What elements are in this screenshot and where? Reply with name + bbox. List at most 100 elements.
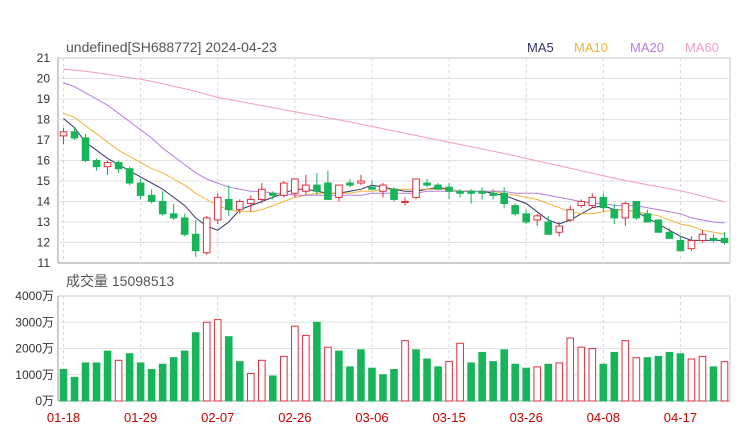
candle: [467, 189, 475, 204]
candle: [489, 189, 497, 200]
volume-bar: [423, 358, 431, 402]
candle-body: [698, 233, 707, 241]
candle: [423, 178, 431, 188]
candle-body: [643, 213, 652, 223]
candle-body: [533, 215, 542, 221]
volume-bar: [258, 359, 266, 402]
candle-body: [709, 237, 718, 241]
candle: [202, 215, 211, 255]
candle: [114, 160, 123, 173]
candle-body: [103, 162, 112, 168]
candle-body: [191, 233, 200, 252]
volume-bar: [566, 337, 575, 402]
candle: [291, 178, 299, 198]
candle-body: [92, 160, 101, 168]
candle: [92, 158, 101, 171]
candle-body: [291, 178, 299, 194]
candle-body: [478, 190, 486, 194]
candle-body: [720, 237, 729, 243]
volume-bar: [224, 336, 233, 402]
candle: [180, 213, 189, 237]
candle-body: [357, 180, 365, 184]
volume-bar: [456, 342, 464, 402]
candle-body: [246, 198, 255, 205]
volume-bar: [720, 361, 729, 402]
candle-body: [313, 184, 321, 192]
volume-bar: [368, 367, 376, 402]
candle: [687, 236, 696, 251]
price-y-tick: 20: [37, 72, 51, 86]
candle: [103, 160, 112, 175]
candle: [555, 222, 564, 237]
candle-body: [621, 203, 630, 219]
candle-body: [346, 182, 354, 186]
candle-body: [70, 131, 79, 139]
candle-body: [610, 209, 619, 219]
price-y-tick: 13: [37, 215, 51, 229]
candle-body: [324, 182, 332, 200]
candle: [412, 178, 420, 200]
candle-body: [125, 168, 134, 184]
volume-y-tick: 3000万: [15, 315, 54, 329]
price-y-tick: 19: [37, 92, 51, 106]
candle: [346, 178, 354, 188]
candle-body: [412, 178, 420, 198]
ma-line-ma60: [63, 68, 725, 203]
candle-body: [676, 239, 685, 252]
candle: [136, 178, 145, 200]
candle: [125, 166, 134, 186]
volume-bar: [621, 340, 630, 402]
candle-body: [500, 192, 508, 205]
volume-bar: [412, 349, 420, 402]
legend-ma5: MA5: [527, 40, 554, 55]
volume-bar: [445, 361, 453, 402]
legend-ma60: MA60: [685, 40, 719, 55]
candle-body: [302, 184, 310, 192]
candle: [566, 205, 575, 222]
candle: [533, 213, 542, 227]
candle-body: [269, 192, 277, 196]
price-y-tick: 11: [38, 256, 51, 270]
candle-body: [335, 184, 343, 198]
volume-bar: [467, 362, 475, 402]
candle-body: [588, 196, 597, 207]
x-tick-label: 03-26: [510, 410, 543, 425]
volume-bar: [599, 363, 608, 402]
candle-body: [390, 188, 398, 200]
volume-bar: [665, 351, 674, 402]
price-y-tick: 21: [37, 51, 51, 65]
candle-body: [489, 192, 497, 196]
candle: [577, 199, 586, 208]
volume-bar: [81, 362, 90, 402]
volume-bar: [511, 363, 519, 402]
candle: [59, 127, 68, 145]
price-y-tick: 15: [37, 174, 51, 188]
candle: [698, 230, 707, 243]
candle: [147, 189, 156, 204]
candle: [610, 203, 619, 225]
candle: [720, 232, 729, 245]
volume-bar: [70, 376, 79, 402]
volume-bar: [202, 321, 211, 402]
candle: [235, 199, 244, 214]
candle-body: [169, 213, 178, 219]
volume-bar: [280, 355, 288, 402]
grid: [57, 57, 731, 402]
candle: [246, 195, 255, 212]
volume-bar: [92, 362, 101, 402]
volume-y-tick: 4000万: [15, 289, 54, 303]
volume-bar: [147, 369, 156, 402]
candle-body: [423, 182, 431, 186]
candle-body: [258, 188, 266, 200]
candle-body: [280, 182, 288, 196]
volume-y-tick: 0万: [35, 394, 54, 408]
volume-bar: [379, 374, 387, 402]
volume-bars: [59, 319, 729, 402]
candle: [70, 127, 79, 140]
price-y-tick: 18: [37, 113, 51, 127]
volume-bar: [125, 353, 134, 402]
volume-bar: [687, 358, 696, 402]
candle: [213, 193, 222, 225]
candle: [632, 201, 641, 220]
x-tick-label: 01-29: [124, 410, 157, 425]
